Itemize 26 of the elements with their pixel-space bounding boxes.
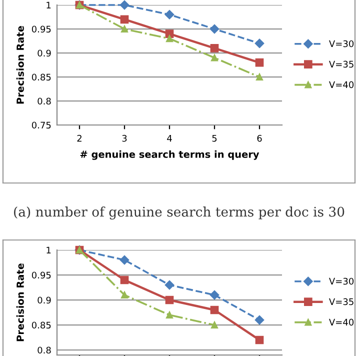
y-tick-label: 0.95 <box>32 272 51 279</box>
x-tick-label: 6 <box>257 134 262 142</box>
y-tick-label: 0.8 <box>38 346 51 354</box>
text: (a) number of genuine search terms per doc is 30 <box>14 206 344 220</box>
legend-label: V=30 <box>329 278 354 285</box>
y-tick-label: 1 <box>46 246 51 254</box>
y-axis-title: Precision Rate <box>16 26 24 104</box>
y-tick-label: 0.85 <box>32 74 51 81</box>
x-tick-label: 2 <box>77 134 82 142</box>
y-axis-title: Precision Rate <box>16 263 24 342</box>
x-tick-label: 4 <box>167 135 172 142</box>
x-axis-title: # genuine search terms in query <box>80 150 260 160</box>
legend-label: V=40 <box>329 318 354 326</box>
y-tick-label: 0.9 <box>38 296 51 304</box>
legend-label: V=30 <box>329 40 354 48</box>
y-tick-label: 0.95 <box>32 26 51 33</box>
y-tick-label: 0.75 <box>32 122 51 129</box>
legend-label: V=35 <box>329 298 354 306</box>
legend-label: V=35 <box>329 60 354 68</box>
y-tick-label: 0.8 <box>38 98 51 105</box>
legend-label: V=40 <box>329 81 354 88</box>
y-tick-label: 0.9 <box>38 50 51 57</box>
y-tick-label: 0.85 <box>32 322 51 329</box>
x-tick-label: 3 <box>122 134 127 142</box>
x-tick-label: 5 <box>212 135 217 142</box>
y-tick-label: 1 <box>46 2 51 8</box>
